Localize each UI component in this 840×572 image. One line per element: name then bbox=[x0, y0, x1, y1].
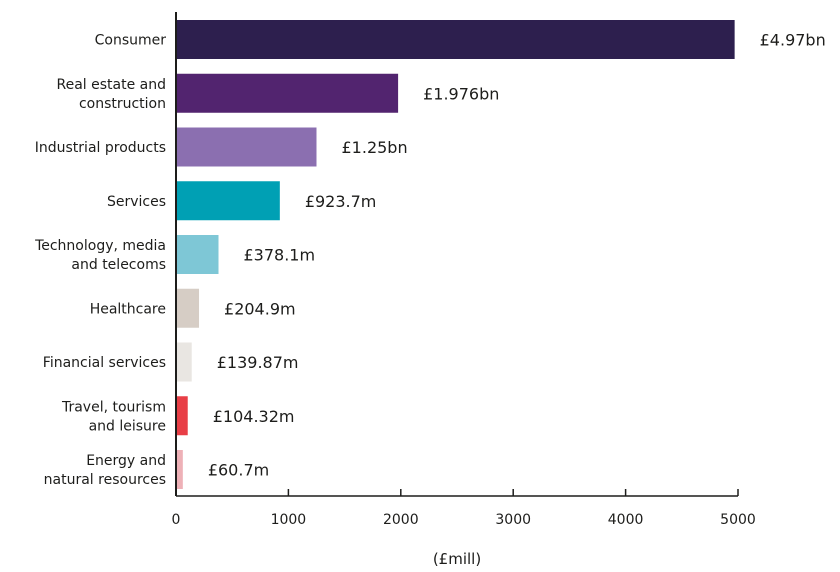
bar bbox=[176, 127, 317, 167]
category-label: Healthcare bbox=[90, 301, 166, 317]
bar-value-label: £4.97bn bbox=[760, 31, 826, 50]
category-label: Services bbox=[107, 194, 166, 210]
x-axis-title: (£mill) bbox=[433, 550, 481, 568]
category-label: Technology, media and telecoms bbox=[34, 238, 166, 273]
bar bbox=[176, 20, 735, 59]
bar-value-label: £60.7m bbox=[208, 461, 269, 480]
bars-group bbox=[176, 20, 735, 489]
bar-value-label: £378.1m bbox=[243, 246, 315, 265]
bar-value-label: £1.976bn bbox=[423, 84, 499, 103]
bar bbox=[176, 73, 399, 113]
x-tick-label: 0 bbox=[172, 512, 181, 528]
category-label: Energy and natural resources bbox=[44, 453, 166, 488]
bar bbox=[176, 450, 183, 489]
category-label: Financial services bbox=[43, 355, 166, 371]
bar-value-label: £204.9m bbox=[224, 299, 296, 318]
category-label: Real estate and construction bbox=[57, 77, 167, 112]
bar bbox=[176, 235, 219, 274]
category-label: Travel, tourism and leisure bbox=[61, 399, 166, 434]
bar bbox=[176, 342, 192, 382]
value-labels-group: £4.97bn £1.976bn £1.25bn £923.7m £378.1m £204… bbox=[208, 31, 826, 480]
category-label: Consumer bbox=[95, 33, 167, 49]
bar-value-label: £923.7m bbox=[305, 192, 377, 211]
x-tick-label: 1000 bbox=[271, 512, 307, 528]
x-tick-label: 3000 bbox=[495, 512, 531, 528]
x-tick-label: 2000 bbox=[383, 512, 419, 528]
bar-value-label: £139.87m bbox=[217, 353, 299, 372]
x-ticks-group: 0 1000 2000 3000 4000 5000 bbox=[172, 489, 756, 528]
x-tick-label: 4000 bbox=[608, 512, 644, 528]
bar-value-label: £1.25bn bbox=[342, 138, 408, 157]
x-tick-label: 5000 bbox=[720, 512, 756, 528]
bar-value-label: £104.32m bbox=[213, 407, 295, 426]
bar bbox=[176, 181, 280, 221]
axes-group bbox=[175, 12, 738, 497]
category-label: Industrial products bbox=[35, 140, 166, 156]
bar bbox=[176, 396, 188, 436]
bar bbox=[176, 288, 200, 328]
category-labels-group: Consumer Real estate and construction Indus… bbox=[34, 33, 166, 489]
